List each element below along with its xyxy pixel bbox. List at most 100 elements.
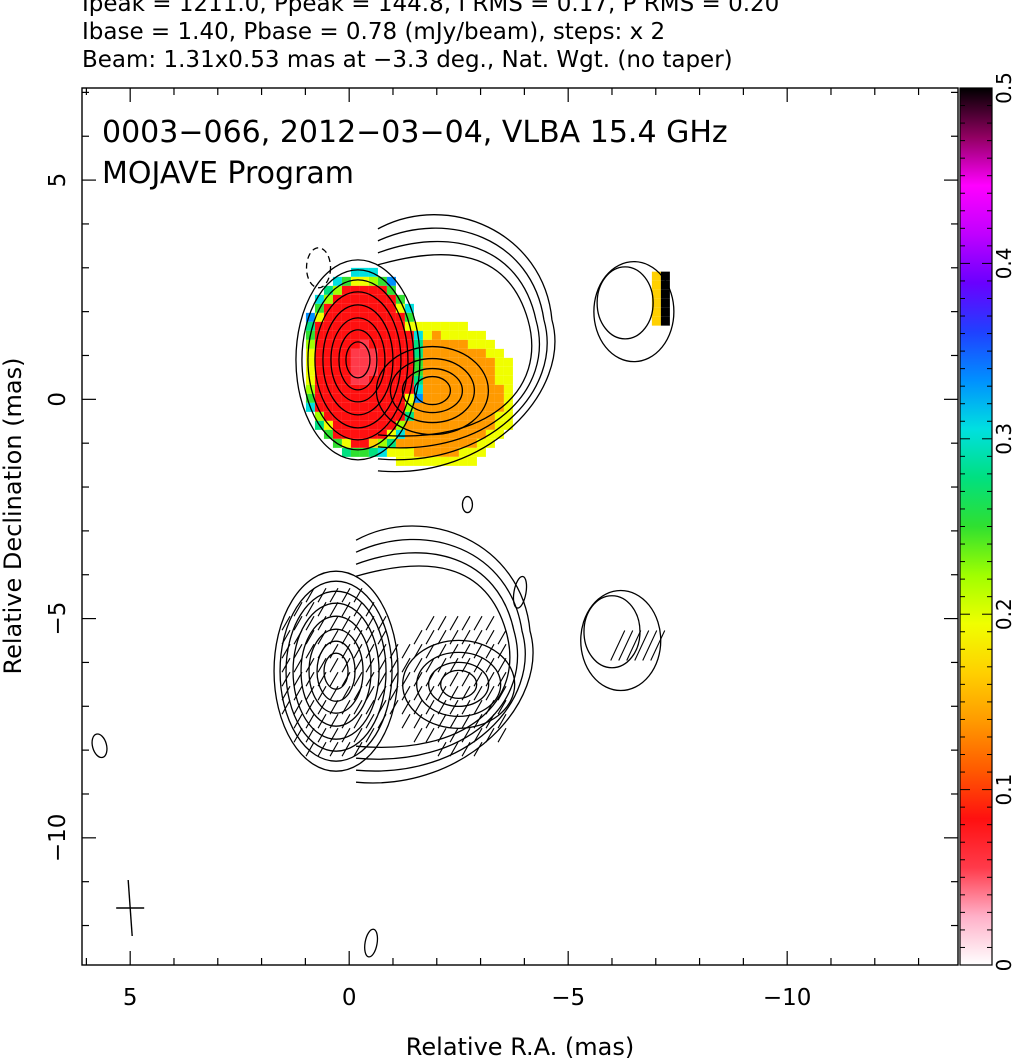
polarization-pixel [395,294,405,304]
evpa-vector [425,643,435,659]
polarization-pixel [404,447,414,457]
evpa-vector [449,699,459,715]
evpa-vector [377,713,387,729]
polarization-pixel [314,402,324,412]
polarization-pixel [314,366,324,376]
evpa-vector [317,601,327,617]
evpa-vector [317,657,327,673]
evpa-vector [461,643,471,659]
polarization-pixel [660,289,670,299]
evpa-vector [413,671,423,687]
evpa-vector [305,657,315,673]
evpa-vector [413,727,423,743]
evpa-vector [293,699,303,715]
polarization-pixel [431,384,441,394]
evpa-vector [293,671,303,687]
evpa-vector [473,657,483,673]
polarization-pixel [368,447,378,457]
polarization-pixel [467,339,477,349]
evpa-vector [317,629,327,645]
polarization-pixel [359,267,369,277]
polarization-pixel [404,456,414,466]
evpa-vector [425,671,435,687]
polarization-pixel [476,447,486,457]
evpa-vector [634,630,650,661]
negative-contour [305,247,332,289]
polarization-pixel [467,357,477,367]
evpa-vector [293,615,303,631]
evpa-vector [473,685,483,701]
evpa-vector [497,643,507,659]
polarization-pixel [467,447,477,457]
polarization-pixel [422,384,432,394]
polarization-pixel [305,375,315,385]
polarization-pixel [359,330,369,340]
polarization-pixel [323,285,333,295]
polarization-pixel [314,312,324,322]
polarization-pixel [458,411,468,421]
evpa-vector [341,601,351,617]
polarization-pixel [368,357,378,367]
evpa-vector [305,671,315,687]
polarization-pixel [485,411,495,421]
polarization-pixel [305,321,315,331]
polarization-pixel [359,438,369,448]
polarization-pixel [485,357,495,367]
knot-contour [402,639,516,730]
polarization-pixel [323,411,333,421]
polarization-pixel [651,271,661,281]
evpa-vector [293,727,303,743]
evpa-vector [449,657,459,673]
polarization-pixel [449,447,459,457]
knot-contour [428,661,490,708]
core-contour [301,269,415,451]
polarization-pixel [458,402,468,412]
polarization-pixel [332,330,342,340]
polarization-pixel [449,429,459,439]
polarization-pixel [494,393,504,403]
polarization-pixel [449,411,459,421]
y-tick-label: 0 [45,392,71,407]
polarization-pixel [660,298,670,308]
polarization-pixel [368,384,378,394]
polarization-pixel [341,411,351,421]
polarization-pixel [323,429,333,439]
polarization-pixel [422,348,432,358]
evpa-vector [437,741,447,757]
colorbar-tick-label: 0.5 [992,72,1016,104]
polarization-pixel [485,393,495,403]
evpa-vector [353,671,363,687]
polarization-pixel [305,393,315,403]
polarization-pixel [395,438,405,448]
evpa-vector [305,643,315,659]
polarization-pixel [359,447,369,457]
polarization-pixel [332,339,342,349]
polarization-pixel [350,294,360,304]
polarization-pixel [386,285,396,295]
evpa-vector [353,685,363,701]
polarization-pixel [449,321,459,331]
evpa-vector [377,615,387,631]
polarization-pixel [476,384,486,394]
polarization-pixel [377,420,387,430]
evpa-vector [293,713,303,729]
evpa-vector [497,685,507,701]
polarization-pixel [660,307,670,317]
polarization-pixel [359,321,369,331]
polarization-pixel [323,312,333,322]
polarization-pixel [494,411,504,421]
polarization-pixel [413,339,423,349]
polarization-pixel [440,321,450,331]
outer-component-contour [596,266,654,340]
polarization-pixel [332,375,342,385]
polarization-pixel [314,339,324,349]
evpa-vector [305,629,315,645]
core-contour [314,291,402,429]
evpa-vector [485,727,495,743]
core-contour [338,329,378,391]
polarization-pixel [386,420,396,430]
y-tick-label: 5 [45,173,71,188]
evpa-vector [401,643,411,659]
polarization-pixel [368,393,378,403]
polarization-pixel [377,321,387,331]
